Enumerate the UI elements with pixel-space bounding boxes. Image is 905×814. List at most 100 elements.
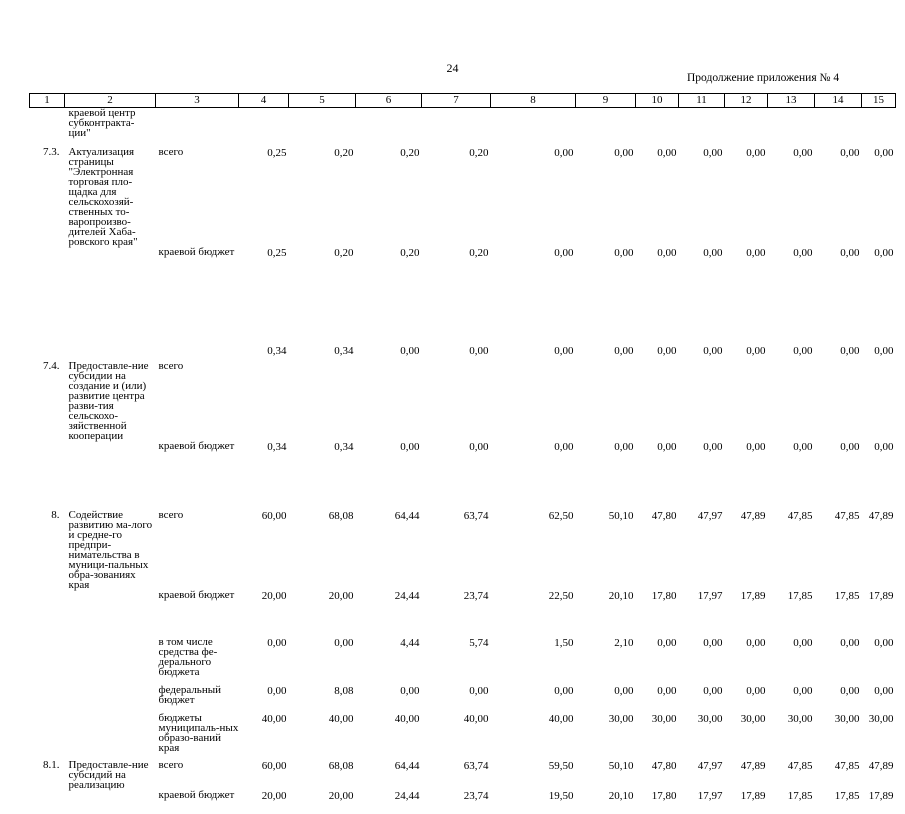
amount-cell: 0,00 (840, 246, 860, 259)
amount-cell: 0,00 (614, 684, 634, 697)
amount-cell: 0,00 (840, 344, 860, 357)
amount-cell: 0,00 (334, 636, 354, 649)
amount-cell (491, 108, 576, 141)
amount-cell: 47,80 (651, 509, 677, 522)
amount-cell: 0,00 (703, 246, 723, 259)
amount-cell: 8,08 (334, 684, 354, 697)
amount-cell: 17,89 (740, 589, 766, 602)
amount-cell: 0,20 (400, 146, 420, 159)
funding-source: всего (158, 359, 184, 372)
column-header: 6 (355, 93, 422, 108)
amount-cell: 20,10 (608, 589, 634, 602)
amount-cell: 24,44 (394, 789, 420, 802)
amount-cell: 68,08 (328, 509, 354, 522)
amount-cell: 0,00 (703, 344, 723, 357)
amount-cell: 0,00 (267, 636, 287, 649)
table-row: краевой бюджет 20,00 20,00 24,44 23,74 22,50 2… (30, 588, 896, 637)
amount-cell: 0,00 (657, 440, 677, 453)
amount-cell: 0,00 (614, 246, 634, 259)
row-index: 8. (51, 508, 60, 521)
amount-cell: 0,20 (469, 246, 489, 259)
amount-cell: 0,00 (657, 636, 677, 649)
amount-cell: 47,89 (868, 759, 894, 772)
measure-name (65, 790, 156, 814)
column-header: 12 (724, 93, 768, 108)
amount-cell: 19,50 (548, 789, 574, 802)
row-index: 7.3. (43, 145, 60, 158)
amount-cell: 63,74 (463, 759, 489, 772)
amount-cell: 0,00 (400, 684, 420, 697)
measure-name (65, 345, 156, 361)
amount-cell: 17,80 (651, 789, 677, 802)
amount-cell (289, 361, 356, 441)
funding-source: всего (158, 508, 184, 521)
column-header: 15 (861, 93, 896, 108)
funding-source: краевой бюджет (158, 588, 235, 601)
amount-cell (725, 108, 768, 141)
column-header: 7 (421, 93, 491, 108)
measure-name (65, 685, 156, 713)
amount-cell (725, 361, 768, 441)
amount-cell: 0,00 (793, 440, 813, 453)
amount-cell: 0,00 (469, 684, 489, 697)
amount-cell: 0,00 (703, 636, 723, 649)
amount-cell: 0,00 (746, 636, 766, 649)
amount-cell: 47,89 (740, 759, 766, 772)
amount-cell: 17,89 (740, 789, 766, 802)
table-row: 7.3. Актуализация страницы "Электронная т… (30, 145, 896, 247)
amount-cell: 0,00 (657, 246, 677, 259)
amount-cell: 0,00 (840, 440, 860, 453)
amount-cell (636, 108, 679, 141)
amount-cell: 60,00 (261, 759, 287, 772)
column-header: 10 (635, 93, 679, 108)
row-index (30, 345, 65, 361)
amount-cell: 0,00 (657, 684, 677, 697)
amount-cell: 20,00 (328, 589, 354, 602)
measure-name (65, 441, 156, 504)
amount-cell: 0,00 (874, 146, 894, 159)
amount-cell: 0,00 (793, 344, 813, 357)
amount-cell: 0,00 (657, 146, 677, 159)
table-row: краевой центр субконтракта-ции" (30, 108, 896, 141)
amount-cell: 1,50 (554, 636, 574, 649)
table-row: федеральный бюджет 0,00 8,08 0,00 0,00 0,00 0,… (30, 684, 896, 713)
amount-cell: 30,00 (787, 712, 813, 725)
amount-cell: 0,00 (703, 146, 723, 159)
amount-cell (239, 361, 289, 441)
amount-cell: 40,00 (328, 712, 354, 725)
amount-cell (768, 361, 815, 441)
column-header: 8 (490, 93, 576, 108)
amount-cell (289, 108, 356, 141)
amount-cell: 17,97 (697, 589, 723, 602)
amount-cell (422, 108, 491, 141)
table-row: краевой бюджет 0,34 0,34 0,00 0,00 0,00 0,00 0,… (30, 440, 896, 504)
funding-source: в том числе средства фе-дерального бюдже… (158, 635, 218, 678)
amount-cell: 0,00 (840, 146, 860, 159)
amount-cell: 0,00 (554, 344, 574, 357)
row-index (30, 685, 65, 713)
row-index (30, 637, 65, 685)
amount-cell: 30,00 (834, 712, 860, 725)
amount-cell: 2,10 (614, 636, 634, 649)
row-index (30, 590, 65, 637)
amount-cell: 0,00 (554, 440, 574, 453)
row-index (30, 790, 65, 814)
funding-source: всего (158, 145, 184, 158)
amount-cell: 47,85 (787, 759, 813, 772)
amount-cell: 0,00 (840, 636, 860, 649)
amount-cell: 64,44 (394, 759, 420, 772)
funding-source (156, 108, 239, 141)
amount-cell: 50,10 (608, 509, 634, 522)
funding-source: краевой бюджет (158, 788, 235, 801)
amount-cell: 47,97 (697, 509, 723, 522)
appendix-label: Продолжение приложения № 4 (687, 72, 840, 84)
measure-name (65, 247, 156, 345)
amount-cell: 4,44 (400, 636, 420, 649)
amount-cell: 0,34 (334, 440, 354, 453)
amount-cell: 40,00 (463, 712, 489, 725)
measure-name: Содействие развитию ма-лого и средне-го … (68, 508, 153, 591)
amount-cell: 0,00 (793, 684, 813, 697)
amount-cell: 0,00 (746, 684, 766, 697)
amount-cell (576, 108, 636, 141)
amount-cell: 30,00 (868, 712, 894, 725)
